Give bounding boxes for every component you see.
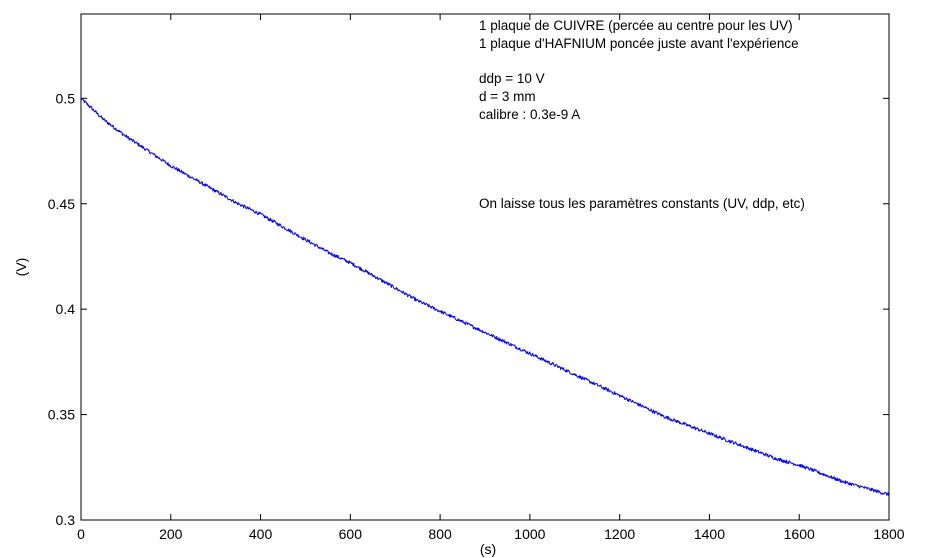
annotation-line-1: 1 plaque de CUIVRE (percée au centre pou…: [479, 18, 793, 33]
plot-frame: [80, 13, 890, 521]
annotation-line-6: On laisse tous les paramètres constants …: [479, 196, 805, 211]
annotation-line-5: calibre : 0.3e-9 A: [479, 107, 580, 122]
x-tick-label: 600: [339, 526, 363, 542]
y-axis-label: (V): [13, 258, 29, 277]
x-tick-label: 1800: [873, 526, 904, 542]
x-tick-label: 1000: [514, 526, 545, 542]
y-tick-label: 0.4: [56, 301, 76, 317]
x-tick-label: 1400: [694, 526, 725, 542]
series-line-0: [80, 97, 890, 496]
x-tick-label: 400: [249, 526, 273, 542]
axis-ticks: [80, 14, 890, 521]
x-tick-label: 1600: [784, 526, 815, 542]
annotation-line-4: d = 3 mm: [479, 89, 536, 104]
series-layer: [80, 97, 890, 496]
tick-labels: 0 200 400 600 800 1000 1200 1400 1600 1800 0.3 0.35…: [48, 90, 905, 542]
y-tick-label: 0.45: [48, 196, 75, 212]
annotations: 1 plaque de CUIVRE (percée au centre pou…: [479, 18, 805, 211]
y-tick-label: 0.35: [48, 407, 75, 423]
x-tick-label: 1200: [604, 526, 635, 542]
y-tick-label: 0.3: [56, 512, 76, 528]
x-tick-label: 200: [159, 526, 183, 542]
x-tick-label: 0: [77, 526, 85, 542]
y-tick-label: 0.5: [56, 90, 76, 106]
x-axis-label: (s): [480, 541, 496, 557]
annotation-line-3: ddp = 10 V: [479, 71, 545, 86]
x-tick-label: 800: [428, 526, 452, 542]
annotation-line-2: 1 plaque d'HAFNIUM poncée juste avant l'…: [479, 36, 799, 51]
